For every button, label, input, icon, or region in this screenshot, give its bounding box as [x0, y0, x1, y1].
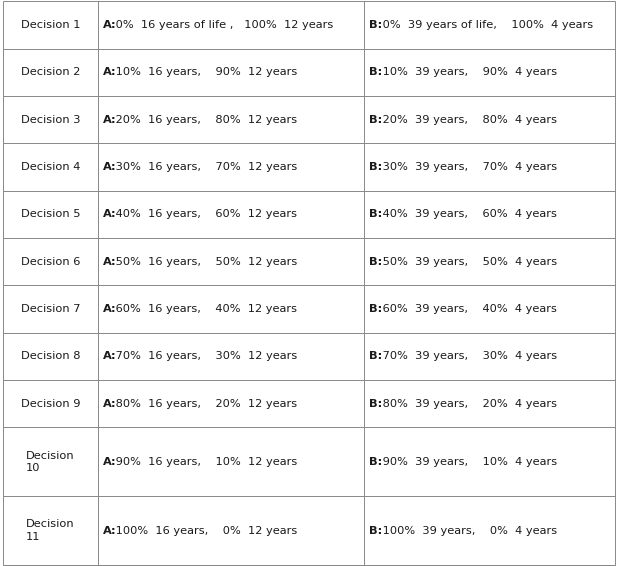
Text: 80%  39 years,    20%  4 years: 80% 39 years, 20% 4 years: [379, 399, 557, 409]
Text: Decision 2: Decision 2: [21, 67, 80, 77]
Text: A:: A:: [103, 162, 116, 172]
Text: 80%  16 years,    20%  12 years: 80% 16 years, 20% 12 years: [112, 399, 298, 409]
Text: 60%  16 years,    40%  12 years: 60% 16 years, 40% 12 years: [112, 304, 297, 314]
Text: B:: B:: [369, 67, 383, 77]
Text: A:: A:: [103, 399, 116, 409]
Text: 50%  39 years,    50%  4 years: 50% 39 years, 50% 4 years: [379, 257, 557, 267]
Text: 70%  16 years,    30%  12 years: 70% 16 years, 30% 12 years: [112, 351, 298, 362]
Text: Decision 4: Decision 4: [21, 162, 80, 172]
Text: 30%  16 years,    70%  12 years: 30% 16 years, 70% 12 years: [112, 162, 298, 172]
Text: 90%  39 years,    10%  4 years: 90% 39 years, 10% 4 years: [379, 457, 557, 467]
Text: B:: B:: [369, 257, 383, 267]
Text: A:: A:: [103, 304, 116, 314]
Text: 100%  16 years,    0%  12 years: 100% 16 years, 0% 12 years: [112, 525, 298, 535]
Text: B:: B:: [369, 20, 383, 30]
Text: 50%  16 years,    50%  12 years: 50% 16 years, 50% 12 years: [112, 257, 298, 267]
Text: B:: B:: [369, 209, 383, 219]
Text: B:: B:: [369, 399, 383, 409]
Text: 40%  16 years,    60%  12 years: 40% 16 years, 60% 12 years: [112, 209, 297, 219]
Text: B:: B:: [369, 114, 383, 125]
Text: B:: B:: [369, 304, 383, 314]
Text: Decision 5: Decision 5: [21, 209, 80, 219]
Text: A:: A:: [103, 525, 116, 535]
Text: A:: A:: [103, 351, 116, 362]
Text: B:: B:: [369, 351, 383, 362]
Text: B:: B:: [369, 457, 383, 467]
Text: 30%  39 years,    70%  4 years: 30% 39 years, 70% 4 years: [379, 162, 557, 172]
Text: 40%  39 years,    60%  4 years: 40% 39 years, 60% 4 years: [379, 209, 556, 219]
Text: A:: A:: [103, 67, 116, 77]
Text: 100%  39 years,    0%  4 years: 100% 39 years, 0% 4 years: [379, 525, 557, 535]
Text: Decision
11: Decision 11: [26, 520, 75, 542]
Text: B:: B:: [369, 162, 383, 172]
Text: B:: B:: [369, 525, 383, 535]
Text: Decision
10: Decision 10: [26, 451, 75, 473]
Text: Decision 7: Decision 7: [21, 304, 80, 314]
Text: A:: A:: [103, 209, 116, 219]
Text: A:: A:: [103, 114, 116, 125]
Text: 60%  39 years,    40%  4 years: 60% 39 years, 40% 4 years: [379, 304, 556, 314]
Text: Decision 3: Decision 3: [21, 114, 80, 125]
Text: 70%  39 years,    30%  4 years: 70% 39 years, 30% 4 years: [379, 351, 557, 362]
Text: 90%  16 years,    10%  12 years: 90% 16 years, 10% 12 years: [112, 457, 298, 467]
Text: Decision 1: Decision 1: [21, 20, 80, 30]
Text: A:: A:: [103, 257, 116, 267]
Text: 20%  16 years,    80%  12 years: 20% 16 years, 80% 12 years: [112, 114, 298, 125]
Text: Decision 8: Decision 8: [21, 351, 80, 362]
Text: 10%  39 years,    90%  4 years: 10% 39 years, 90% 4 years: [379, 67, 557, 77]
Text: Decision 6: Decision 6: [21, 257, 80, 267]
Text: 0%  16 years of life ,   100%  12 years: 0% 16 years of life , 100% 12 years: [112, 20, 334, 30]
Text: Decision 9: Decision 9: [21, 399, 80, 409]
Text: A:: A:: [103, 457, 116, 467]
Text: 20%  39 years,    80%  4 years: 20% 39 years, 80% 4 years: [379, 114, 557, 125]
Text: 10%  16 years,    90%  12 years: 10% 16 years, 90% 12 years: [112, 67, 298, 77]
Text: 0%  39 years of life,    100%  4 years: 0% 39 years of life, 100% 4 years: [379, 20, 593, 30]
Text: A:: A:: [103, 20, 116, 30]
